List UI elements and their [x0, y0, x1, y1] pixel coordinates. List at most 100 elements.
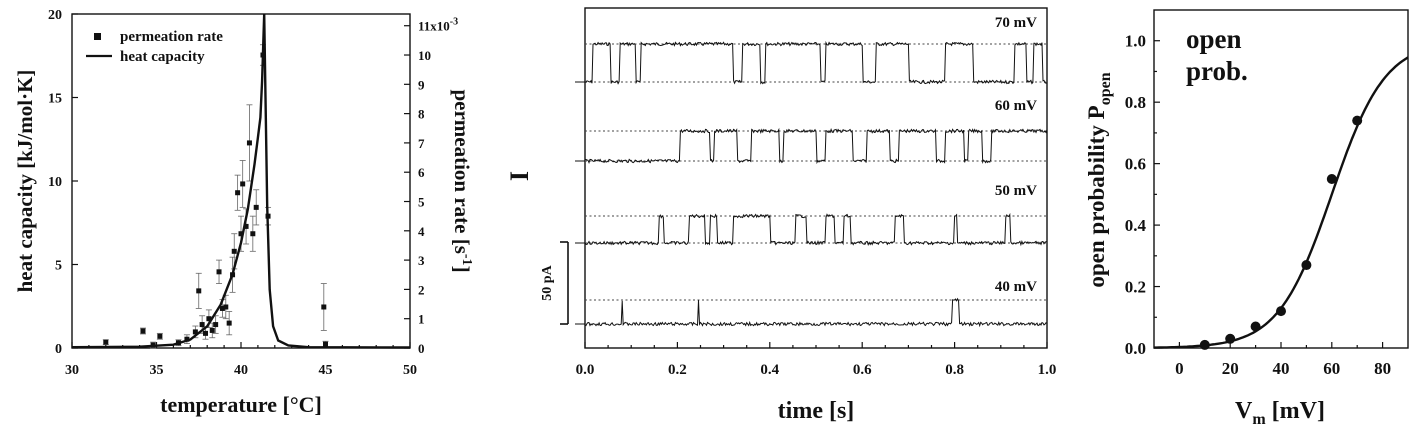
c-x-tick-label: 80	[1374, 359, 1391, 378]
permeation-point	[203, 330, 209, 336]
permeation-point	[235, 190, 241, 196]
current-trace	[584, 297, 1048, 328]
open-probability-point	[1352, 115, 1363, 126]
c-x-tick-label: 40	[1273, 359, 1290, 378]
permeation-point	[226, 320, 232, 326]
open-probability-point	[1199, 339, 1210, 350]
a-x-axis-title: temperature [°C]	[160, 392, 322, 417]
permeation-point	[206, 316, 212, 322]
open-probability-point	[1225, 333, 1236, 344]
a-y-ticks: 0 5 10 15 20	[48, 8, 78, 357]
permeation-point	[246, 140, 252, 146]
c-x-tick-label: 60	[1323, 359, 1340, 378]
a-y2-tick-label: 2	[418, 282, 425, 297]
legend-label-heat: heat capacity	[120, 49, 205, 65]
c-annotation-line2: prob.	[1186, 56, 1248, 86]
permeation-point	[184, 336, 190, 342]
a-y2-ticks: 0 1 2 3 4 5 6 7 8 9 10 11x10-3	[404, 17, 458, 356]
permeation-point	[231, 248, 237, 254]
permeation-point	[223, 304, 229, 310]
a-x-tick-label: 30	[65, 363, 79, 378]
a-y2-tick-label: 4	[418, 224, 425, 239]
permeation-errorbars	[102, 44, 329, 349]
b-x-tick-label: 0.8	[945, 362, 964, 378]
a-y2-tick-label: 9	[418, 77, 425, 92]
permeation-point	[323, 341, 328, 347]
heat-capacity-line	[71, 13, 411, 349]
open-probability-point	[1301, 260, 1312, 271]
a-y2-tick-label: 5	[418, 195, 425, 210]
current-trace	[584, 127, 1048, 165]
b-x-tick-label: 0.0	[576, 362, 595, 378]
scale-bar: 50 pA	[540, 241, 569, 325]
b-x-axis-title: time [s]	[778, 398, 855, 424]
a-y2-top-tick-label: 11x10-3	[418, 17, 458, 34]
b-x-tick-label: 0.4	[760, 362, 779, 378]
b-x-tick-label: 0.2	[668, 362, 687, 378]
a-y2-tick-label: 3	[418, 253, 425, 268]
permeation-point	[243, 223, 249, 229]
a-y2-tick-label: 0	[418, 341, 425, 356]
a-x-tick-label: 50	[403, 363, 417, 378]
a-y2-axis-title: permeation rate [s-1]	[450, 89, 474, 272]
permeation-point	[216, 269, 222, 275]
scale-bar-label: 50 pA	[540, 264, 555, 300]
current-trace	[584, 40, 1048, 85]
a-y2-tick-label: 7	[418, 136, 425, 151]
current-trace	[584, 212, 1048, 247]
b-traces: 70 mV 60 mV 50 mV 40 mV	[575, 15, 1048, 328]
a-x-tick-label: 35	[150, 363, 164, 378]
c-y-tick-label: 0.0	[1125, 339, 1146, 358]
c-y-tick-label: 0.6	[1125, 155, 1146, 174]
a-y2-tick-label: 10	[418, 48, 431, 63]
c-y-tick-label: 0.2	[1125, 278, 1146, 297]
c-y-axis-title: open probability Popen	[1084, 72, 1114, 287]
trace-voltage-label: 40 mV	[995, 279, 1037, 295]
a-x-tick-label: 40	[234, 363, 248, 378]
panel-open-probability: 0 20 40 60 80 0.00.20.40.60.81.0 open prob. …	[1084, 9, 1409, 428]
c-x-tick-label: 20	[1222, 359, 1239, 378]
a-x-ticks: 30 35 40 45 50	[65, 342, 417, 378]
open-probability-point	[1250, 321, 1261, 332]
b-x-ticks: 0.0 0.2 0.4 0.6 0.8 1.0	[576, 342, 1057, 378]
permeation-point	[140, 328, 146, 334]
open-probability-point	[1326, 174, 1337, 184]
legend-marker-permeation	[94, 33, 101, 40]
c-y-tick-label: 0.4	[1125, 216, 1147, 235]
c-annotation-line1: open	[1186, 24, 1242, 54]
permeation-point	[253, 204, 259, 210]
a-y-tick-label: 5	[55, 259, 62, 274]
b-y-axis-title: I	[505, 171, 534, 181]
permeation-point	[192, 329, 198, 335]
a-y2-tick-label: 8	[418, 107, 425, 122]
permeation-point	[321, 304, 327, 310]
permeation-point	[209, 327, 215, 333]
open-probability-points	[1199, 115, 1363, 350]
a-y-tick-label: 20	[48, 8, 62, 23]
open-probability-point	[1276, 306, 1286, 317]
c-x-ticks: 0 20 40 60 80	[1175, 342, 1391, 378]
permeation-points	[103, 52, 328, 348]
permeation-point	[103, 339, 109, 345]
permeation-point	[199, 322, 205, 328]
trace-voltage-label: 70 mV	[995, 15, 1037, 31]
permeation-point	[238, 231, 244, 237]
a-y-axis-title: heat capacity [kJ/mol·K]	[13, 70, 37, 293]
trace-voltage-label: 50 mV	[995, 183, 1037, 199]
b-x-tick-label: 0.6	[853, 362, 872, 378]
a-y2-tick-label: 1	[418, 312, 425, 327]
legend-label-permeation: permeation rate	[120, 29, 223, 45]
a-y2-tick-label: 6	[418, 165, 425, 180]
permeation-point	[157, 333, 163, 339]
trace-voltage-label: 60 mV	[995, 98, 1037, 114]
plot-frame-b	[584, 7, 1048, 349]
c-x-axis-title: Vm [mV]	[1235, 398, 1325, 428]
permeation-point	[219, 305, 225, 311]
b-x-tick-label: 1.0	[1038, 362, 1057, 378]
permeation-point	[250, 231, 256, 237]
a-x-tick-label: 45	[319, 363, 333, 378]
permeation-point	[240, 181, 246, 187]
